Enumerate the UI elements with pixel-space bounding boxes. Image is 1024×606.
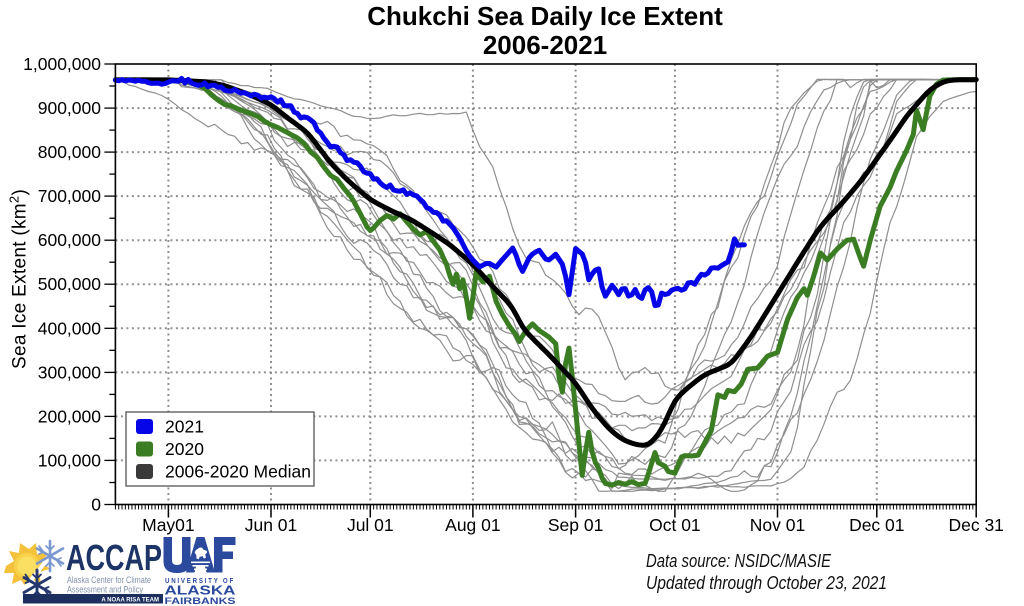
svg-text:2006-2020 Median: 2006-2020 Median [165,462,311,482]
svg-text:Updated through October 23, 20: Updated through October 23, 2021 [646,573,887,593]
svg-text:Alaska Center for Climate: Alaska Center for Climate [67,575,151,585]
svg-text:500,000: 500,000 [38,274,102,294]
svg-text:400,000: 400,000 [38,318,102,338]
svg-text:A NOAA RISA TEAM: A NOAA RISA TEAM [101,598,159,604]
svg-text:ACCAP: ACCAP [66,537,162,578]
svg-text:Assessment and Policy: Assessment and Policy [67,585,143,595]
svg-text:FAIRBANKS: FAIRBANKS [165,596,236,606]
svg-text:ALASKA: ALASKA [165,583,237,598]
svg-text:Data source: NSIDC/MASIE: Data source: NSIDC/MASIE [646,551,832,571]
svg-text:Sep 01: Sep 01 [548,515,603,535]
svg-text:2021: 2021 [165,417,204,437]
svg-text:Dec 31: Dec 31 [948,515,1003,535]
svg-text:800,000: 800,000 [38,142,102,162]
svg-text:100,000: 100,000 [38,450,102,470]
svg-text:2020: 2020 [165,439,204,459]
svg-text:Aug 01: Aug 01 [445,515,500,535]
svg-text:Chukchi Sea Daily Ice Extent: Chukchi Sea Daily Ice Extent [367,1,723,31]
svg-text:Nov 01: Nov 01 [750,515,805,535]
svg-text:Oct 01: Oct 01 [649,515,701,535]
svg-text:2006-2021: 2006-2021 [483,30,607,60]
svg-text:0: 0 [91,495,101,515]
svg-text:UNIVERSITY OF: UNIVERSITY OF [165,578,235,585]
svg-text:Dec 01: Dec 01 [849,515,904,535]
svg-text:Jun 01: Jun 01 [245,515,298,535]
svg-text:Jul 01: Jul 01 [347,515,394,535]
svg-text:300,000: 300,000 [38,362,102,382]
svg-text:Sea Ice Extent (km2): Sea Ice Extent (km2) [7,189,31,369]
svg-text:700,000: 700,000 [38,186,102,206]
svg-text:1,000,000: 1,000,000 [23,54,101,74]
svg-text:600,000: 600,000 [38,230,102,250]
svg-text:May01: May01 [142,515,195,535]
svg-text:900,000: 900,000 [38,98,102,118]
svg-text:200,000: 200,000 [38,406,102,426]
